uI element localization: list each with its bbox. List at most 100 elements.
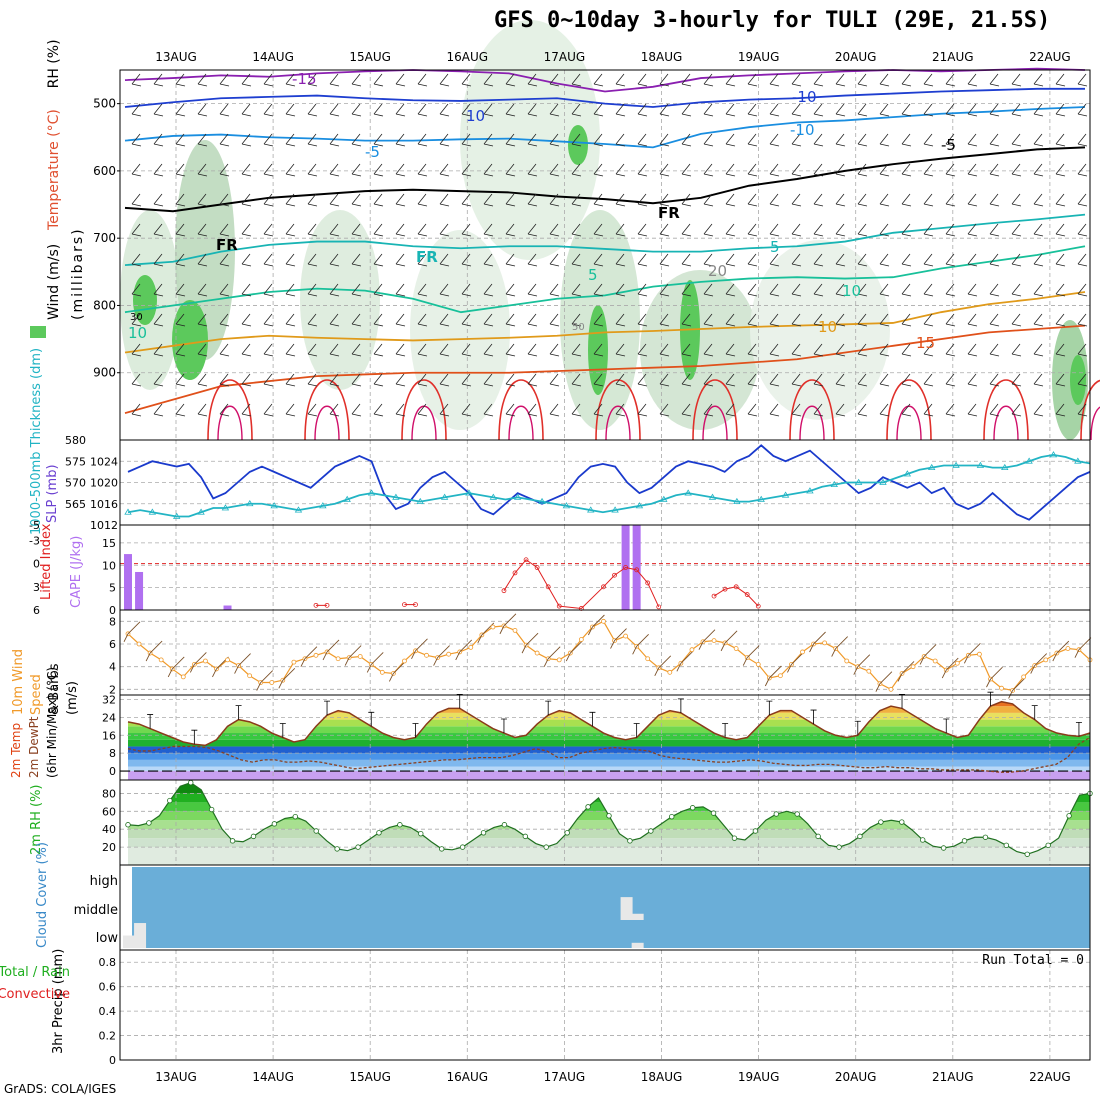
li-point xyxy=(523,557,529,563)
upper-wind-barbs xyxy=(131,73,1088,417)
cape-tick-label: 5 xyxy=(109,582,116,595)
surface-wind-barb xyxy=(167,656,185,678)
wind-barb xyxy=(1055,403,1066,417)
wind-barb xyxy=(857,313,868,327)
series-slp xyxy=(127,444,1091,521)
minmax-bar xyxy=(766,700,773,716)
wind-barb xyxy=(329,163,340,177)
wind-barb xyxy=(571,193,582,207)
li-tick-label: 3 xyxy=(33,581,40,594)
wind-barb xyxy=(923,223,934,237)
wind-barb xyxy=(615,103,626,117)
wind-barb xyxy=(395,343,406,357)
wind-barb xyxy=(989,73,1000,87)
wind-barb xyxy=(835,163,846,177)
wind-barb xyxy=(175,73,186,87)
li-point xyxy=(601,584,606,590)
upper-ylabel-part: RH (%) xyxy=(46,39,62,88)
wind-barb xyxy=(813,253,824,267)
wind-barb xyxy=(901,163,912,177)
wind-barb xyxy=(681,133,692,147)
li-point xyxy=(512,570,518,576)
temp-band xyxy=(128,766,1090,772)
wind-barb xyxy=(505,283,516,297)
wind-barb xyxy=(131,343,142,357)
temp-minmax-bars xyxy=(147,691,1082,745)
top-date-label: 22AUG xyxy=(1029,50,1071,64)
surface-wind-barb xyxy=(234,653,251,674)
wind-barb xyxy=(395,193,406,207)
bottom-date-label: 16AUG xyxy=(447,1070,489,1084)
li-line xyxy=(503,559,660,609)
wind-barb xyxy=(637,313,648,327)
wind-barb xyxy=(747,283,758,297)
wind-speed-point xyxy=(269,680,275,685)
wind-barb xyxy=(307,103,318,117)
thickness-marker xyxy=(757,495,765,502)
wind-barb xyxy=(329,133,340,147)
wind-barb xyxy=(307,133,318,147)
wind-speed-point xyxy=(424,652,429,658)
wind-barb xyxy=(219,343,230,357)
surface-wind-barb xyxy=(610,628,627,649)
cloud-cell xyxy=(123,935,135,948)
wind-barb xyxy=(813,283,824,297)
wind-barb xyxy=(813,343,824,357)
minmax-bar xyxy=(722,723,729,738)
temp-tick-label: 8 xyxy=(109,747,116,760)
wind-barb xyxy=(549,193,560,207)
warm-loop xyxy=(304,379,350,441)
wind-barb xyxy=(703,373,714,387)
wind-tick-label: 4 xyxy=(109,661,116,674)
wind-barb xyxy=(1011,133,1022,147)
wind-barb xyxy=(835,343,846,357)
wind-speed-point xyxy=(645,656,651,662)
upper-ylabel-part: Temperature (°C) xyxy=(46,109,62,231)
wind-barb xyxy=(1033,403,1044,417)
pressure-tick-label: 700 xyxy=(93,231,116,245)
wind-speed-point xyxy=(733,646,739,651)
wind-barb xyxy=(857,103,868,117)
rh-value-grid xyxy=(120,793,1090,848)
wind-speed-point xyxy=(954,660,960,666)
wind-barb xyxy=(417,163,428,177)
cape-tick-label: 15 xyxy=(102,537,116,550)
wind-ylabel-part: (m/s) xyxy=(65,681,80,715)
wind-barb xyxy=(285,73,296,87)
wind-barb xyxy=(923,373,934,387)
pressure-tick-label: 900 xyxy=(93,366,116,380)
wind-barb xyxy=(263,343,274,357)
cape-bar xyxy=(124,554,132,610)
pressure-tick-label: 600 xyxy=(93,164,116,178)
wind-barb xyxy=(549,103,560,117)
wind-barb xyxy=(1011,193,1022,207)
rh-point xyxy=(1045,842,1051,849)
wind-barb xyxy=(285,103,296,117)
wind-barb xyxy=(681,403,692,417)
wind-barb xyxy=(307,373,318,387)
wind-barb xyxy=(615,403,626,417)
wind-barb xyxy=(175,223,186,237)
wind-barb xyxy=(1077,163,1088,177)
wind-barb xyxy=(901,373,912,387)
wind-barb xyxy=(263,403,274,417)
isotherm-label: 20 xyxy=(708,262,727,280)
surface-wind-barb xyxy=(764,665,782,687)
pressure-ylabel-text: (millibars) xyxy=(70,227,86,320)
wind-ylabel-part: Speed xyxy=(29,674,44,715)
wind-barb xyxy=(725,163,736,177)
bottom-date-label: 13AUG xyxy=(155,1070,197,1084)
wind-barb xyxy=(263,373,274,387)
temp-tick-label: 16 xyxy=(102,729,116,742)
wind-barb xyxy=(703,73,714,87)
wind-barb xyxy=(153,283,164,297)
wind-barb xyxy=(329,103,340,117)
slp-tick-label: 1020 xyxy=(90,477,118,490)
wind-barb xyxy=(197,73,208,87)
li-point xyxy=(711,593,717,599)
isotherm-label: -15 xyxy=(292,70,317,88)
minmax-bar xyxy=(191,729,198,745)
wind-barb xyxy=(769,223,780,237)
rh-point xyxy=(522,833,529,840)
temp-ylabel-part: 2m Temp xyxy=(9,723,23,778)
